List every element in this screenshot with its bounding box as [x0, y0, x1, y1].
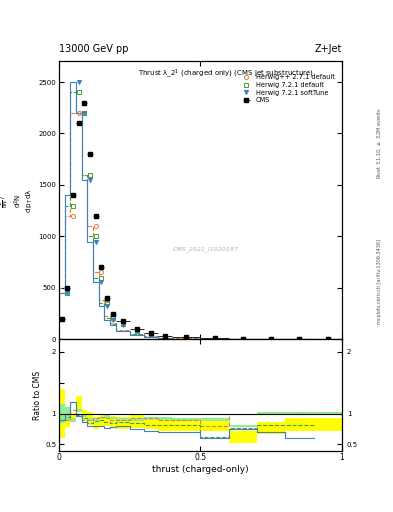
Herwig 7.2.1 default — [134, 328, 139, 334]
Text: Rivet 3.1.10, $\geq$ 3.2M events: Rivet 3.1.10, $\geq$ 3.2M events — [375, 108, 383, 179]
Herwig++ 2.7.1 default — [212, 335, 217, 342]
Herwig++ 2.7.1 default — [134, 327, 139, 333]
Herwig 7.2.1 softTune — [94, 239, 98, 245]
Line: Herwig 7.2.1 softTune: Herwig 7.2.1 softTune — [60, 80, 330, 342]
Herwig 7.2.1 softTune — [88, 177, 92, 183]
Herwig 7.2.1 default — [163, 333, 167, 339]
Herwig++ 2.7.1 default — [65, 285, 70, 291]
Herwig++ 2.7.1 default — [88, 172, 92, 178]
Herwig++ 2.7.1 default — [149, 331, 153, 337]
Herwig 7.2.1 default — [110, 315, 115, 321]
Herwig 7.2.1 softTune — [163, 334, 167, 340]
Legend: Herwig++ 2.7.1 default, Herwig 7.2.1 default, Herwig 7.2.1 softTune, CMS: Herwig++ 2.7.1 default, Herwig 7.2.1 def… — [238, 73, 336, 105]
Line: Herwig 7.2.1 default: Herwig 7.2.1 default — [60, 90, 330, 342]
Herwig 7.2.1 default — [59, 316, 64, 322]
Herwig 7.2.1 softTune — [269, 336, 274, 343]
Herwig 7.2.1 default — [212, 335, 217, 342]
Text: 13000 GeV pp: 13000 GeV pp — [59, 44, 129, 54]
Herwig 7.2.1 default — [88, 172, 92, 178]
Y-axis label: $\frac{1}{\mathrm{d}N}$ /
$\mathrm{d}^2N$
$\mathrm{d}\,p_\mathrm{T}\,\mathrm{d}\: $\frac{1}{\mathrm{d}N}$ / $\mathrm{d}^2N… — [0, 188, 35, 213]
Herwig 7.2.1 default — [297, 336, 302, 343]
X-axis label: thrust (charged-only): thrust (charged-only) — [152, 465, 249, 474]
Herwig 7.2.1 softTune — [105, 304, 109, 310]
Text: mcplots.cern.ch [arXiv:1306.3436]: mcplots.cern.ch [arXiv:1306.3436] — [377, 239, 382, 324]
Line: Herwig++ 2.7.1 default: Herwig++ 2.7.1 default — [60, 111, 330, 342]
Herwig 7.2.1 softTune — [99, 279, 104, 285]
Herwig++ 2.7.1 default — [105, 297, 109, 303]
Herwig 7.2.1 softTune — [110, 317, 115, 323]
Herwig 7.2.1 softTune — [120, 322, 125, 328]
Herwig 7.2.1 default — [269, 336, 274, 343]
Herwig 7.2.1 default — [184, 335, 189, 341]
Herwig++ 2.7.1 default — [120, 320, 125, 326]
Y-axis label: Ratio to CMS: Ratio to CMS — [33, 370, 42, 419]
Herwig 7.2.1 default — [65, 290, 70, 296]
Herwig++ 2.7.1 default — [297, 336, 302, 343]
Herwig++ 2.7.1 default — [241, 336, 245, 342]
Herwig++ 2.7.1 default — [94, 223, 98, 229]
Herwig 7.2.1 default — [120, 321, 125, 327]
Herwig++ 2.7.1 default — [99, 269, 104, 275]
Herwig 7.2.1 default — [105, 300, 109, 306]
Herwig 7.2.1 default — [241, 336, 245, 342]
Herwig 7.2.1 softTune — [82, 110, 87, 116]
Text: Z+Jet: Z+Jet — [314, 44, 342, 54]
Herwig 7.2.1 default — [99, 274, 104, 281]
Herwig++ 2.7.1 default — [184, 334, 189, 340]
Herwig++ 2.7.1 default — [59, 316, 64, 322]
Herwig 7.2.1 softTune — [241, 336, 245, 342]
Herwig++ 2.7.1 default — [71, 213, 75, 219]
Herwig++ 2.7.1 default — [325, 336, 330, 343]
Herwig++ 2.7.1 default — [269, 336, 274, 342]
Herwig 7.2.1 default — [76, 89, 81, 95]
Herwig 7.2.1 softTune — [59, 316, 64, 322]
Herwig 7.2.1 softTune — [134, 328, 139, 334]
Herwig 7.2.1 default — [82, 110, 87, 116]
Herwig 7.2.1 softTune — [76, 79, 81, 85]
Herwig 7.2.1 default — [71, 202, 75, 208]
Herwig 7.2.1 default — [149, 331, 153, 337]
Herwig 7.2.1 default — [325, 336, 330, 343]
Herwig 7.2.1 softTune — [212, 335, 217, 342]
Text: Thrust $\lambda$_2$^1$ (charged only) (CMS jet substructure): Thrust $\lambda$_2$^1$ (charged only) (C… — [138, 67, 314, 80]
Herwig 7.2.1 default — [94, 233, 98, 240]
Herwig 7.2.1 softTune — [184, 335, 189, 341]
Herwig 7.2.1 softTune — [149, 332, 153, 338]
Herwig 7.2.1 softTune — [297, 336, 302, 343]
Herwig++ 2.7.1 default — [76, 110, 81, 116]
Herwig 7.2.1 softTune — [65, 290, 70, 296]
Herwig 7.2.1 softTune — [71, 192, 75, 198]
Herwig++ 2.7.1 default — [110, 313, 115, 319]
Herwig 7.2.1 softTune — [325, 336, 330, 343]
Text: CMS_2021_I1920187: CMS_2021_I1920187 — [173, 246, 239, 252]
Herwig++ 2.7.1 default — [163, 333, 167, 339]
Herwig++ 2.7.1 default — [82, 110, 87, 116]
